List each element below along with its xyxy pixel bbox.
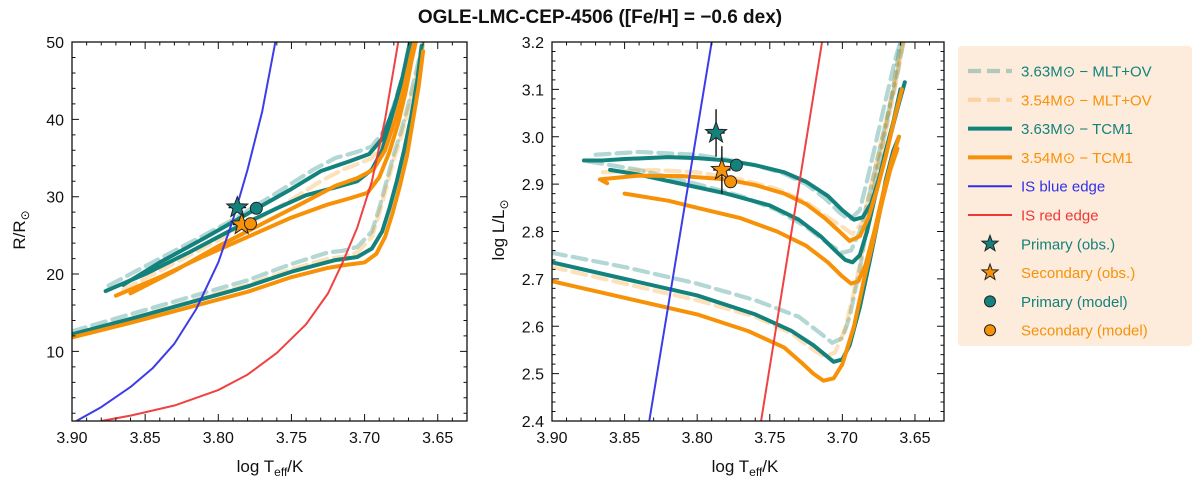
left-series-3-54m-tcm1-9 [128,42,417,296]
left-star-markers [225,195,263,235]
right-series-3-54m-tcm1-10 [597,87,904,243]
right-x-tick-label: 3.80 [682,430,713,447]
right-series-is-red-edge-12 [760,42,824,421]
right-y-tick-label: 2.6 [522,319,544,336]
legend-label: 3.63M⊙ − MLT+OV [1021,64,1152,81]
legend-swatch [984,295,996,308]
right-panel-luminosity-plot: 3.90 3.85 3.80 3.75 3.70 3.65 2.4 2.5 2.6 2.7 2.8 2… [489,35,945,479]
legend-label: 3.54M⊙ − MLT+OV [1021,92,1152,109]
left-x-tick-label: 3.70 [349,430,380,447]
legend-item: IS blue edge [968,179,1105,196]
left-y-tick-label: 10 [46,344,64,361]
right-y-tick-label: 3.2 [522,35,544,52]
right-observed-primary-star [704,120,728,144]
left-series-3-63m-mlt-ov-0 [72,42,426,334]
left-track-lines [72,42,426,421]
right-x-tick-label: 3.65 [899,430,930,447]
legend-label: Secondary (obs.) [1021,265,1135,282]
left-series-3-54m-tcm1-8 [113,42,418,298]
left-y-tick-label: 20 [46,267,64,284]
left-axes: 3.90 3.85 3.80 3.75 3.70 3.65 10 20 30 40 50 [46,35,468,447]
right-series-is-blue-edge-11 [648,42,713,421]
left-model-primary-circle [249,201,263,215]
left-x-tick-label: 3.80 [203,430,234,447]
right-star-markers [704,109,743,194]
left-series-3-63m-tcm1-4 [72,43,424,337]
right-x-tick-label: 3.85 [609,430,640,447]
right-y-tick-label: 2.8 [522,225,544,242]
legend-label: IS red edge [1021,208,1099,225]
left-panel-radius-plot: 3.90 3.85 3.80 3.75 3.70 3.65 10 20 30 40 50 log T… [10,35,468,479]
right-model-secondary-circle [724,175,738,189]
left-series-3-63m-tcm1-6 [121,42,412,287]
legend-label: 3.63M⊙ − TCM1 [1021,121,1133,138]
left-y-tick-label: 50 [46,35,64,52]
right-y-tick-label: 3.0 [522,130,544,147]
left-x-tick-label: 3.85 [130,430,161,447]
right-observed-secondary-star [710,157,734,180]
left-x-tick-label: 3.65 [422,430,453,447]
right-y-tick-label: 2.4 [522,414,544,431]
right-series-3-63m-mlt-ov-2 [586,42,906,255]
legend-item: 3.54M⊙ − TCM1 [968,150,1133,167]
left-tick-marks [71,41,468,421]
legend-label: 3.54M⊙ − TCM1 [1021,150,1133,167]
right-model-primary-circle [729,158,743,172]
legend-item: 3.63M⊙ − MLT+OV [968,64,1152,81]
left-x-tick-label: 3.75 [276,430,307,447]
right-track-lines [552,42,907,421]
right-y-axis-label: log L/L⊙ [489,199,511,260]
left-y-axis-label: R/R⊙ [10,210,32,249]
legend-label: Primary (model) [1021,294,1128,311]
right-series-3-54m-mlt-ov-4 [600,42,906,236]
right-axes: 3.90 3.85 3.80 3.75 3.70 3.65 2.4 2.5 2.6 2.7 2.8 2… [522,35,945,447]
legend-label: Secondary (model) [1021,323,1148,340]
right-tick-marks [551,41,945,422]
legend-item: IS red edge [968,208,1099,225]
legend-swatch [980,262,1000,281]
left-axes-frame [71,41,468,422]
figure-title: OGLE-LMC-CEP-4506 ([Fe/H] = −0.6 dex) [418,7,782,28]
legend-label: IS blue edge [1021,179,1105,196]
right-x-axis-label: log Teff/K [712,457,779,479]
left-model-secondary-circle [243,217,257,231]
left-series-3-63m-mlt-ov-1 [106,42,414,288]
right-series-3-63m-mlt-ov-0 [552,42,903,345]
legend-background [958,46,1192,346]
right-y-tick-label: 2.7 [522,272,544,289]
legend-item: Secondary (obs.) [980,262,1135,282]
left-observed-primary-star [225,195,250,218]
legend: 3.63M⊙ − MLT+OV 3.54M⊙ − MLT+OV 3.63M⊙ − T… [958,46,1192,346]
left-series-is-blue-edge-10 [75,42,277,421]
legend-item: Primary (model) [984,294,1128,311]
right-x-tick-label: 3.70 [827,430,858,447]
legend-swatch [980,233,1000,252]
right-y-tick-label: 3.1 [522,82,544,99]
left-series-is-red-edge-11 [100,42,400,421]
legend-item: Secondary (model) [984,323,1148,340]
legend-item: Primary (obs.) [980,233,1115,253]
left-y-tick-label: 30 [46,190,64,207]
right-series-3-54m-tcm1-9 [622,134,901,286]
left-x-axis-label: log Teff/K [237,457,304,479]
left-y-tick-label: 40 [46,112,64,129]
right-x-tick-label: 3.75 [754,430,785,447]
right-x-tick-label: 3.90 [536,430,567,447]
legend-label: Primary (obs.) [1021,236,1115,253]
right-y-tick-label: 2.9 [522,177,544,194]
legend-swatch [984,324,996,337]
left-series-3-54m-tcm1-7 [72,49,426,340]
legend-item: 3.63M⊙ − TCM1 [968,121,1133,138]
legend-item: 3.54M⊙ − MLT+OV [968,92,1152,109]
right-series-3-63m-mlt-ov-1 [593,42,903,222]
right-series-3-54m-mlt-ov-3 [552,42,906,360]
left-x-tick-label: 3.90 [56,430,87,447]
right-y-tick-label: 2.5 [522,367,544,384]
